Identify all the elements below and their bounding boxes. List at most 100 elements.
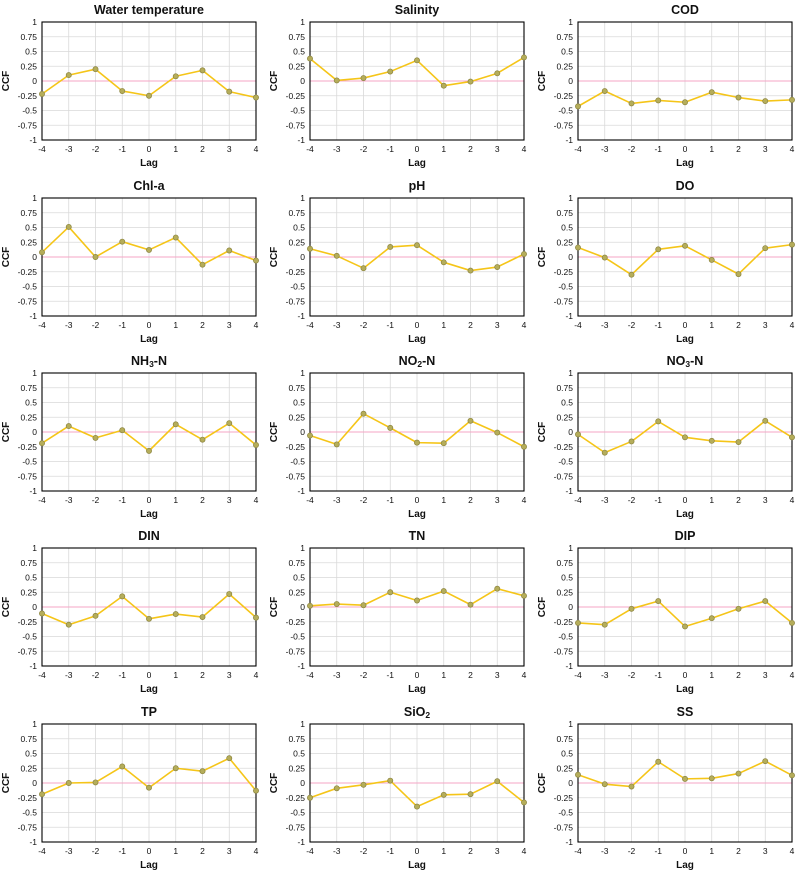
y-tick-label: 0.25: [556, 412, 573, 422]
ccf-data-point: [360, 781, 367, 788]
ccf-data-point: [65, 72, 72, 79]
ccf-data-point: [387, 424, 394, 431]
ccf-data-point: [467, 601, 474, 608]
y-axis-label: CCF: [1, 597, 12, 618]
x-tick-label: -1: [386, 670, 394, 680]
ccf-panel: DIP 1 0.75 0.5 0.25 0 -0.25 -0.5 -0.75 -1 -4 -3 -2 -1…: [536, 526, 800, 701]
y-tick-label: -1: [297, 135, 305, 145]
y-tick-label: 0.5: [293, 573, 305, 583]
x-tick-label: -3: [333, 144, 341, 154]
ccf-data-point: [360, 75, 367, 82]
y-tick-label: 0: [300, 778, 305, 788]
ccf-data-point: [172, 73, 179, 80]
x-tick-label: 3: [495, 495, 500, 505]
x-tick-label: 1: [441, 144, 446, 154]
x-axis-label: Lag: [676, 509, 694, 520]
y-tick-label: 1: [568, 17, 573, 27]
ccf-data-point: [789, 434, 795, 441]
x-tick-label: 1: [173, 320, 178, 330]
ccf-data-point: [575, 103, 581, 110]
y-tick-label: -0.5: [558, 808, 573, 818]
y-tick-label: -1: [297, 837, 305, 847]
y-tick-label: -0.25: [554, 442, 574, 452]
x-tick-label: -4: [574, 320, 582, 330]
x-tick-label: 0: [415, 144, 420, 154]
chart-svg: Water temperature 1 0.75 0.5 0.25 0 -0.25 -0.5 -…: [1, 3, 259, 169]
y-tick-label: 0: [300, 252, 305, 262]
ccf-data-point: [655, 246, 662, 253]
y-tick-label: 1: [568, 719, 573, 729]
x-tick-label: 4: [790, 670, 795, 680]
ccf-data-point: [92, 434, 99, 441]
x-tick-label: -3: [65, 495, 73, 505]
y-tick-label: -0.75: [286, 822, 306, 832]
ccf-data-point: [333, 441, 340, 448]
x-tick-label: 3: [763, 144, 768, 154]
plot-frame: [41, 547, 257, 667]
x-tick-label: -1: [118, 495, 126, 505]
ccf-data-point: [655, 97, 662, 104]
y-tick-label: -0.5: [290, 106, 305, 116]
x-tick-label: 4: [522, 846, 527, 856]
chart-title: Water temperature: [94, 3, 204, 17]
y-tick-label: 0.5: [25, 398, 37, 408]
x-tick-label: 4: [790, 144, 795, 154]
ccf-data-point: [735, 605, 742, 612]
y-tick-label: -0.75: [286, 296, 306, 306]
ccf-data-point: [440, 82, 447, 89]
y-tick-label: -0.5: [558, 632, 573, 642]
y-tick-label: -0.75: [18, 822, 38, 832]
x-tick-label: 0: [415, 495, 420, 505]
chart-svg: NO3-N10.750.50.250-0.25-0.5-0.75-1-4 -3 -2…: [537, 354, 795, 520]
ccf-data-point: [655, 758, 662, 765]
x-tick-label: 3: [495, 670, 500, 680]
ccf-panel: Salinity 1 0.75 0.5 0.25 0 -0.25 -0.5 -0.75 -1 -4-…: [268, 0, 534, 175]
chart-title: TN: [409, 529, 426, 543]
x-tick-label: -4: [38, 495, 46, 505]
x-tick-label: -2: [92, 495, 100, 505]
ccf-data-point: [735, 770, 742, 777]
chart-title-tail: -N: [690, 354, 703, 368]
y-tick-label: -0.75: [18, 471, 38, 481]
y-tick-label: -0.5: [22, 808, 37, 818]
ccf-data-point: [146, 784, 152, 791]
y-axis-label: CCF: [1, 773, 12, 794]
y-tick-label: 1: [300, 719, 305, 729]
x-tick-label: 0: [415, 846, 420, 856]
ccf-data-point: [521, 54, 527, 61]
x-tick-label: -3: [333, 320, 341, 330]
y-tick-label: 0: [300, 427, 305, 437]
ccf-data-point: [333, 601, 340, 608]
x-axis-label: Lag: [140, 860, 158, 871]
ccf-panel: SS 1 0.75 0.5 0.25 0 -0.25 -0.5 -0.75 -1 -4 -3 -2 -1 0…: [536, 702, 800, 877]
x-tick-label: -4: [306, 846, 314, 856]
y-tick-label: 0.75: [556, 383, 573, 393]
ccf-data-point: [253, 787, 259, 794]
ccf-data-point: [467, 267, 474, 274]
x-tick-label: 3: [495, 144, 500, 154]
y-tick-label: 0: [568, 252, 573, 262]
y-tick-label: 0.75: [20, 383, 37, 393]
y-tick-label: 0.25: [20, 237, 37, 247]
x-tick-label: 3: [763, 320, 768, 330]
y-tick-label: 0.75: [20, 208, 37, 218]
ccf-data-point: [199, 67, 206, 74]
ccf-data-point: [655, 418, 662, 425]
x-tick-label: 0: [683, 670, 688, 680]
y-tick-label: 0.5: [561, 398, 573, 408]
x-tick-label: -1: [654, 320, 662, 330]
y-tick-label: -0.75: [554, 822, 574, 832]
chart-title: DO: [676, 179, 695, 193]
y-tick-label: -0.25: [18, 793, 38, 803]
y-tick-label: 0.25: [288, 237, 305, 247]
chart-title-main: SS: [677, 705, 694, 719]
chart-title: DIN: [138, 529, 160, 543]
ccf-data-point: [119, 763, 126, 770]
ccf-data-point: [387, 244, 394, 250]
ccf-data-point: [39, 249, 45, 256]
